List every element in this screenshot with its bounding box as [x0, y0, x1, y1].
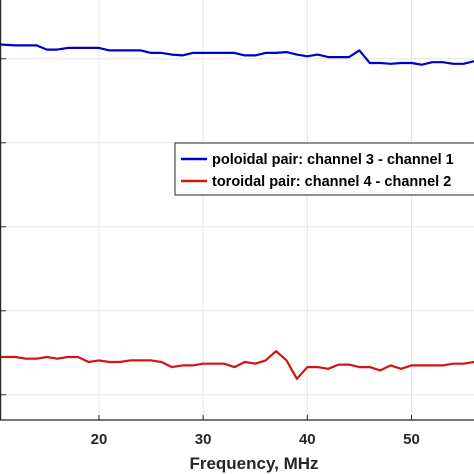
series-line-poloidal — [0, 43, 474, 66]
series-line-toroidal — [0, 350, 474, 380]
plot-area — [0, 0, 474, 420]
legend-box — [174, 142, 474, 196]
ticks-layer: 20 30 40 50 — [0, 58, 420, 448]
grid — [0, 0, 474, 420]
x-tick-label: 30 — [195, 431, 212, 448]
legend-label-toroidal: toroidal pair: channel 4 - channel 2 — [212, 174, 451, 190]
x-tick-label: 50 — [403, 431, 420, 448]
x-tick-label: 40 — [299, 431, 316, 448]
x-axis-label: Frequency, MHz — [189, 454, 318, 473]
legend: poloidal pair: channel 3 - channel 1 tor… — [174, 142, 474, 196]
axes — [0, 0, 474, 421]
legend-label-poloidal: poloidal pair: channel 3 - channel 1 — [212, 152, 454, 168]
series-layer — [0, 43, 474, 380]
x-tick-label: 20 — [91, 431, 108, 448]
